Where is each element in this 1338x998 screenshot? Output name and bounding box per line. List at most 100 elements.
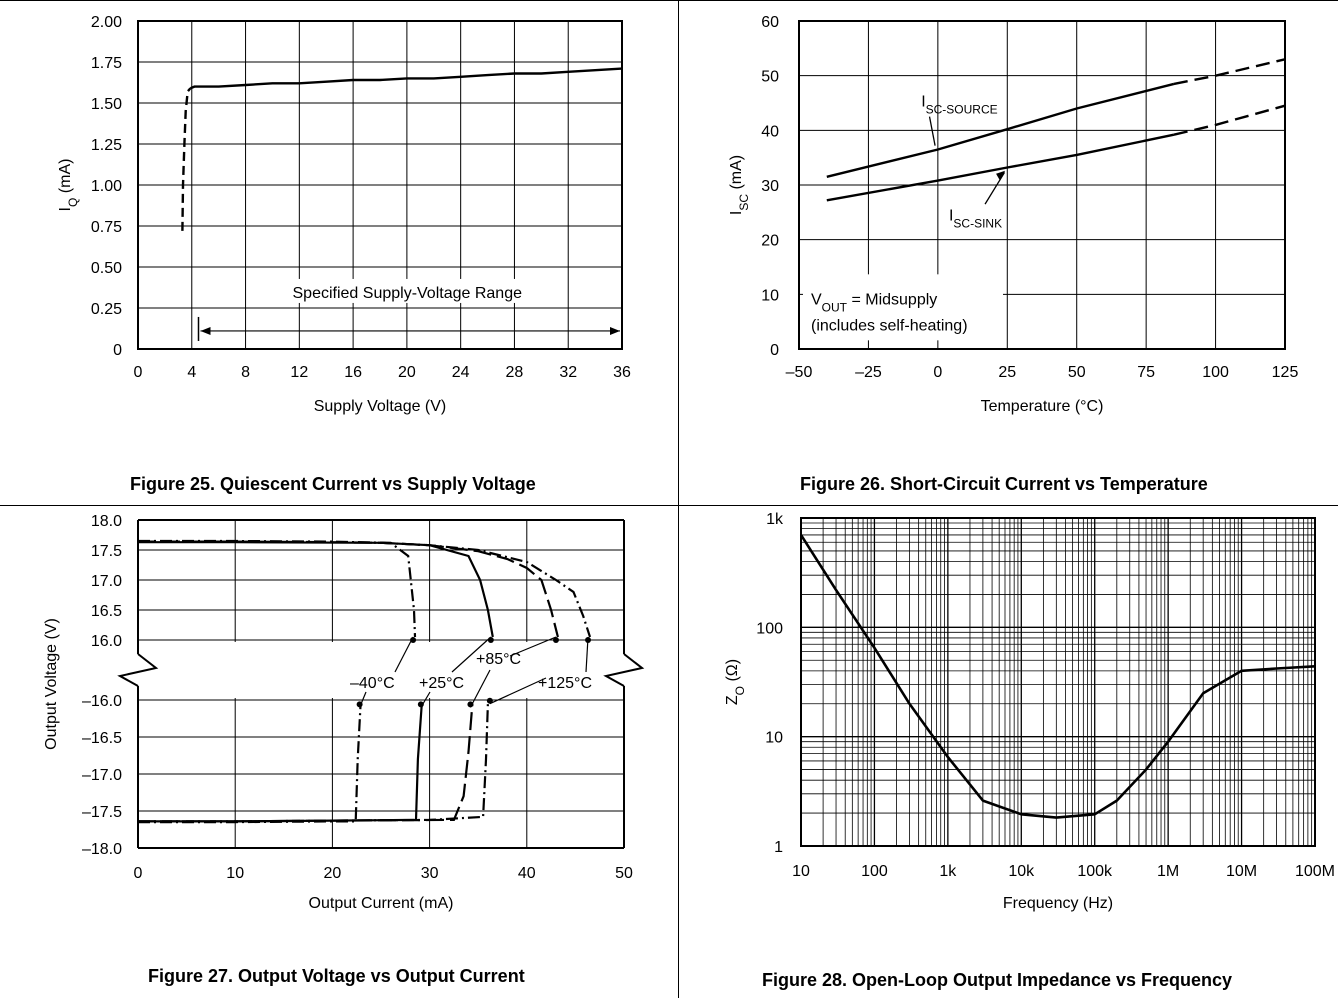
x-tick-label: 0 — [134, 364, 143, 381]
y-tick-label-upper: 16.5 — [91, 603, 122, 620]
y-tick-label: 50 — [761, 69, 779, 86]
x-tick-label: 100 — [1202, 364, 1229, 381]
y-tick-label: 60 — [761, 14, 779, 31]
leader-upper-0 — [394, 636, 414, 673]
series-label-source: ISC-SOURCE — [921, 93, 997, 116]
x-tick-label: 20 — [398, 364, 416, 381]
series-line-0 — [826, 82, 1175, 178]
y-tick-label: 0 — [113, 342, 122, 359]
figure-28-chart: 10 100 1k 10k 100k 1M 10M 100M 1 10 100 1k Frequency… — [724, 511, 1335, 912]
leader-dot-upper-2 — [552, 637, 559, 643]
x-tick-label: 10k — [1008, 863, 1035, 880]
top-border — [0, 0, 1338, 1]
vertical-divider — [678, 0, 679, 998]
x-tick-label: 4 — [187, 364, 196, 381]
y-tick-label: 1 — [774, 839, 783, 856]
break-symbol-right — [603, 653, 645, 687]
x-tick-label: 10 — [226, 865, 244, 882]
x-tick-label: 1M — [1157, 863, 1179, 880]
y-tick-label-upper: 17.5 — [91, 543, 122, 560]
figure-26-chart: –50 –25 0 25 50 75 100 125 0 10 20 30 40 50 60 ISC-SOUR… — [728, 14, 1299, 415]
y-tick-label: 0 — [770, 342, 779, 359]
x-tick-label: 20 — [324, 865, 342, 882]
series-label-0: –40°C — [350, 675, 395, 692]
y-tick-label-lower: –17.0 — [82, 767, 122, 784]
axis-break-band — [134, 642, 628, 698]
series-extrapolation-1 — [1173, 104, 1286, 136]
x-axis-label: Supply Voltage (V) — [314, 398, 447, 415]
x-tick-label: 32 — [559, 364, 577, 381]
x-axis-label: Temperature (°C) — [981, 398, 1104, 415]
plot-frame — [800, 517, 1316, 847]
series-extrapolation-0 — [1173, 58, 1286, 86]
x-tick-label: 50 — [1068, 364, 1086, 381]
impedance-curve — [799, 534, 1316, 819]
x-tick-label: 0 — [933, 364, 942, 381]
leader-dot-lower-2 — [467, 701, 474, 708]
x-tick-label: 0 — [134, 865, 143, 882]
x-tick-label: 16 — [344, 364, 362, 381]
y-tick-label: 30 — [761, 178, 779, 195]
x-tick-label: 100M — [1295, 863, 1335, 880]
plot-frame — [798, 20, 1286, 350]
y-tick-label: 10 — [765, 730, 783, 747]
y-tick-label: 0.25 — [91, 301, 122, 318]
y-tick-label: 100 — [756, 620, 783, 637]
y-tick-label: 1.50 — [91, 96, 122, 113]
series-label-3: +125°C — [538, 675, 592, 692]
figure-27-caption: Figure 27. Output Voltage vs Output Curr… — [148, 966, 525, 986]
series-upper-0 — [138, 540, 417, 638]
x-tick-label: 8 — [241, 364, 250, 381]
range-label-background — [280, 278, 541, 303]
x-tick-label: 50 — [615, 865, 633, 882]
y-axis-label: IQ (mA) — [57, 159, 80, 212]
break-symbol-left — [117, 653, 159, 687]
note-line-2: (includes self-heating) — [811, 317, 968, 334]
series-upper-3 — [138, 539, 592, 638]
y-tick-label-upper: 16.0 — [91, 633, 122, 650]
x-tick-label: 40 — [518, 865, 536, 882]
x-tick-label: 100k — [1077, 863, 1113, 880]
x-tick-label: 30 — [421, 865, 439, 882]
x-axis-label: Frequency (Hz) — [1003, 895, 1113, 912]
figure-25-caption: Figure 25. Quiescent Current vs Supply V… — [130, 474, 536, 494]
series-line-0 — [181, 87, 192, 231]
series-arrow-sink — [996, 170, 1006, 181]
range-annotation-label: Specified Supply-Voltage Range — [293, 285, 523, 302]
y-axis-label: Output Voltage (V) — [43, 618, 60, 750]
x-tick-label: 1k — [939, 863, 957, 880]
y-tick-label: 1.25 — [91, 137, 122, 154]
y-tick-label-lower: –16.0 — [82, 693, 122, 710]
note-line-1: VOUT = Midsupply — [811, 291, 937, 314]
y-tick-label-lower: –16.5 — [82, 730, 122, 747]
series-lower-1 — [138, 703, 423, 823]
y-tick-label-lower: –18.0 — [82, 841, 122, 858]
y-tick-label: 1.00 — [91, 178, 122, 195]
series-lower-3 — [138, 703, 489, 823]
x-tick-label: 125 — [1272, 364, 1299, 381]
leader-upper-1 — [451, 636, 492, 673]
leader-dot-lower-1 — [417, 701, 424, 708]
leader-dot-upper-3 — [585, 637, 592, 643]
series-lower-0 — [138, 703, 362, 824]
x-tick-label: 12 — [290, 364, 308, 381]
leader-dot-lower-0 — [356, 701, 363, 708]
y-tick-label: 1.75 — [91, 55, 122, 72]
series-label-1: +25°C — [419, 675, 464, 692]
x-tick-label: 24 — [452, 364, 470, 381]
range-arrow-head-right — [610, 326, 620, 335]
leader-lower-2 — [469, 669, 491, 708]
figure-26-caption: Figure 26. Short-Circuit Current vs Temp… — [800, 474, 1208, 494]
x-tick-label: 10M — [1226, 863, 1257, 880]
series-label-2: +85°C — [476, 651, 521, 668]
x-tick-label: 10 — [792, 863, 810, 880]
y-tick-label-upper: 18.0 — [91, 513, 122, 530]
note-background — [803, 274, 1003, 341]
y-axis-label: ISC (mA) — [728, 155, 751, 215]
leader-lower-3 — [489, 677, 547, 705]
leader-dot-upper-1 — [487, 637, 494, 643]
horizontal-divider — [0, 505, 1338, 506]
y-tick-label: 1k — [766, 511, 784, 528]
series-line-1 — [189, 67, 623, 90]
